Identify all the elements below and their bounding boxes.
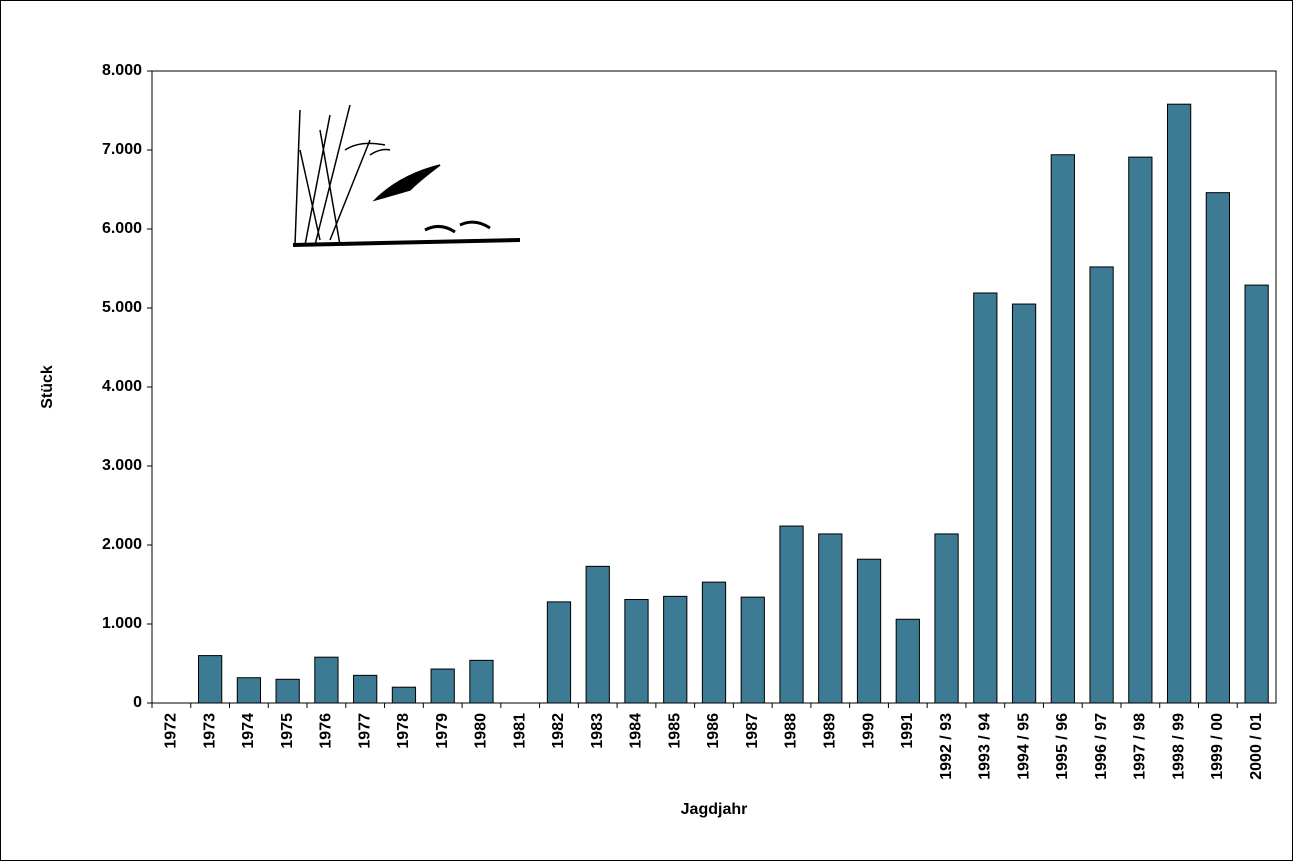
bar (275, 678, 300, 704)
x-tick-label: 1992 / 93 (938, 713, 955, 780)
bar (1050, 154, 1075, 704)
bar (430, 668, 455, 704)
y-axis-title: Stück (39, 365, 56, 409)
x-tick-label: 1978 (395, 713, 412, 749)
x-tick-label: 1988 (783, 713, 800, 749)
x-tick-label: 1999 / 00 (1209, 713, 1226, 780)
bird-illustration (292, 104, 521, 247)
bar (1205, 192, 1230, 704)
x-tick-label: 1984 (628, 713, 645, 749)
bar (236, 677, 262, 704)
x-tick-label: 1998 / 99 (1170, 713, 1187, 780)
x-tick-label: 1995 / 96 (1054, 713, 1071, 780)
y-tick-label: 4.000 (102, 378, 142, 395)
bar (391, 686, 417, 704)
bar (1166, 103, 1192, 704)
x-tick-label: 1987 (744, 713, 761, 749)
x-tick-label: 1981 (511, 713, 528, 749)
bar (701, 581, 727, 704)
bar (624, 599, 649, 704)
bar (546, 601, 572, 704)
x-tick-label: 1990 (860, 713, 877, 749)
bar (198, 655, 223, 704)
x-tick-label: 1982 (550, 713, 567, 749)
bar (585, 565, 610, 704)
bar (314, 656, 339, 704)
bar (353, 674, 378, 704)
x-tick-label: 1996 / 97 (1093, 713, 1110, 780)
x-tick-label: 1991 (899, 713, 916, 749)
x-tick-label: 1997 / 98 (1132, 713, 1149, 780)
bar (1128, 156, 1153, 704)
bar (1011, 303, 1037, 704)
bar (779, 525, 804, 704)
bar (895, 618, 920, 704)
y-tick-label: 0 (133, 694, 142, 711)
y-tick-label: 7.000 (102, 141, 142, 158)
x-tick-label: 1977 (356, 713, 373, 749)
bar (740, 596, 765, 704)
y-tick-label: 2.000 (102, 536, 142, 553)
bar (856, 558, 882, 704)
y-tick-label: 3.000 (102, 457, 142, 474)
bar (663, 595, 688, 704)
x-tick-label: 2000 / 01 (1248, 713, 1265, 780)
x-tick-label: 1980 (473, 713, 490, 749)
x-tick-label: 1989 (821, 713, 838, 749)
y-tick-label: 1.000 (102, 615, 142, 632)
bar (1089, 266, 1114, 704)
x-tick-label: 1994 / 95 (1015, 713, 1032, 780)
x-tick-label: 1985 (666, 713, 683, 749)
x-tick-label: 1975 (279, 713, 296, 749)
y-tick-label: 8.000 (102, 62, 142, 79)
x-tick-label: 1986 (705, 713, 722, 749)
x-tick-label: 1973 (201, 713, 218, 749)
bar (818, 533, 843, 704)
x-axis-title: Jagdjahr (681, 801, 748, 818)
y-tick-label: 6.000 (102, 220, 142, 237)
x-tick-label: 1972 (163, 713, 180, 749)
x-tick-label: 1993 / 94 (977, 713, 994, 780)
x-tick-label: 1979 (434, 713, 451, 749)
x-tick-label: 1983 (589, 713, 606, 749)
x-tick-label: 1974 (240, 713, 257, 749)
x-tick-label: 1976 (318, 713, 335, 749)
bar (934, 533, 959, 704)
bar (1244, 284, 1269, 704)
bar (973, 292, 998, 704)
bar (469, 659, 494, 704)
y-tick-label: 5.000 (102, 299, 142, 316)
